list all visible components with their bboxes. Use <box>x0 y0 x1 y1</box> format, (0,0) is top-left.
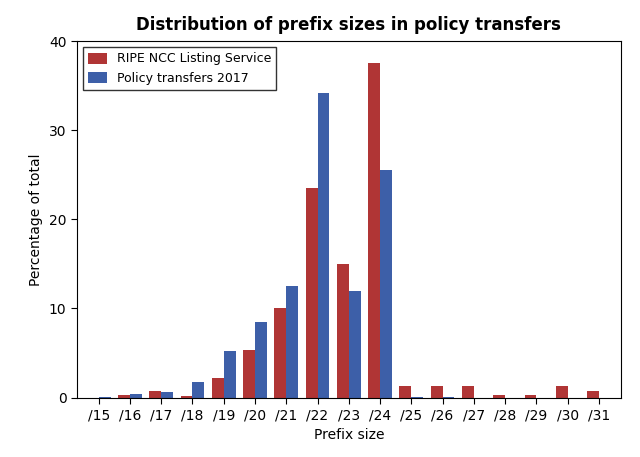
Bar <box>317 93 330 398</box>
Bar <box>368 64 380 398</box>
Legend: RIPE NCC Listing Service, Policy transfers 2017: RIPE NCC Listing Service, Policy transfe… <box>83 48 276 90</box>
Bar <box>161 392 173 398</box>
Bar <box>224 351 236 398</box>
Bar <box>255 322 267 398</box>
X-axis label: Prefix size: Prefix size <box>314 428 384 441</box>
Title: Distribution of prefix sizes in policy transfers: Distribution of prefix sizes in policy t… <box>136 16 561 34</box>
Bar <box>275 308 286 398</box>
Bar <box>306 188 317 398</box>
Bar <box>243 351 255 398</box>
Bar <box>493 395 505 398</box>
Bar <box>286 286 298 398</box>
Bar <box>349 291 361 398</box>
Bar <box>380 170 392 398</box>
Bar <box>431 386 443 398</box>
Bar <box>118 395 130 398</box>
Bar <box>525 395 536 398</box>
Bar <box>399 386 412 398</box>
Bar <box>556 386 568 398</box>
Bar <box>412 397 423 398</box>
Bar <box>443 397 454 398</box>
Bar <box>337 264 349 398</box>
Bar <box>193 382 204 398</box>
Y-axis label: Percentage of total: Percentage of total <box>29 153 44 286</box>
Bar <box>212 378 224 398</box>
Bar <box>462 386 474 398</box>
Bar <box>149 391 161 398</box>
Bar <box>180 396 193 398</box>
Bar <box>587 391 599 398</box>
Bar <box>130 394 142 398</box>
